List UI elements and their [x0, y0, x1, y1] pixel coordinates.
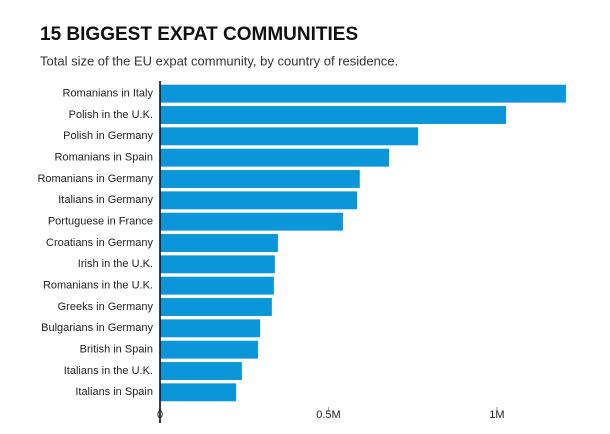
bar [160, 127, 419, 146]
bar [160, 234, 278, 252]
y-tick-label: Romanians in Spain [55, 152, 153, 164]
bar [160, 340, 259, 359]
y-tick-label: Italians in Spain [75, 386, 153, 398]
bar [160, 148, 390, 167]
y-tick-label: Greeks in Germany [58, 301, 154, 313]
x-tick-label: 1M [489, 409, 504, 421]
y-tick-label: Croatians in Germany [46, 237, 153, 249]
x-tick-label: 0.5M [316, 409, 340, 421]
bar [160, 212, 343, 231]
bar [160, 362, 242, 380]
y-tick-label: Italians in Germany [58, 194, 153, 206]
y-tick-label: Romanians in Italy [63, 88, 154, 100]
y-tick-label: Italians in the U.K. [64, 365, 153, 377]
y-tick-label: Polish in Germany [63, 130, 153, 142]
bar [160, 191, 358, 210]
y-tick-label: British in Spain [80, 344, 153, 356]
y-tick-label: Bulgarians in Germany [41, 322, 153, 334]
y-tick-label: Polish in the U.K. [69, 109, 153, 121]
bar [160, 298, 272, 316]
y-tick-label: Romanians in Germany [37, 173, 153, 185]
bar [160, 319, 261, 338]
y-tick-label: Portuguese in France [48, 216, 153, 228]
chart-title: 15 BIGGEST EXPAT COMMUNITIES [40, 24, 358, 45]
bar [160, 383, 237, 402]
chart-subtitle: Total size of the EU expat community, by… [40, 53, 398, 68]
y-tick-label: Romanians in the U.K. [43, 280, 153, 292]
bar [160, 106, 506, 124]
bar [160, 84, 566, 103]
y-tick-label: Irish in the U.K. [78, 258, 153, 270]
bar [160, 276, 274, 295]
bar [160, 170, 360, 188]
bar [160, 255, 275, 274]
